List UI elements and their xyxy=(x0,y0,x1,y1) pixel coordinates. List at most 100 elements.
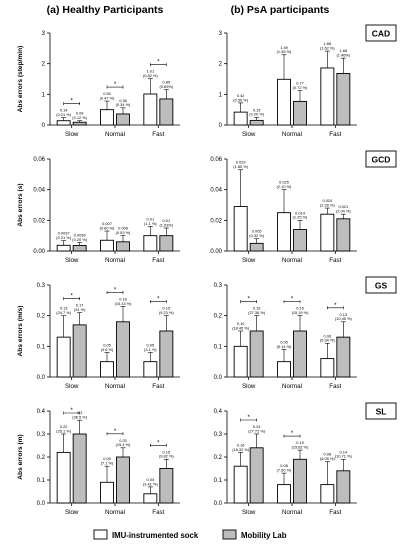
data-label-line: (15.13 %) xyxy=(115,301,133,306)
data-label-line: (3.1 %) xyxy=(144,347,157,352)
bar-lab xyxy=(249,330,264,378)
data-label-lab: 0.17 (31 %) xyxy=(74,303,86,312)
data-label-line: 0.85 xyxy=(163,80,171,85)
bar-sock xyxy=(143,93,158,126)
data-label-line: (6.05 %) xyxy=(320,456,335,461)
bar-sock xyxy=(100,239,114,252)
data-label-line: 0.08 xyxy=(280,463,288,468)
x-tick-label: Normal xyxy=(282,509,302,516)
data-label-line: (0.69%) xyxy=(160,84,174,89)
bar-sock xyxy=(277,212,291,252)
bar-sock xyxy=(320,213,335,252)
bar-sock xyxy=(56,336,71,378)
bar-sock xyxy=(100,361,114,378)
significance-star: * xyxy=(247,297,250,303)
data-label-sock: 1.01 (0.82 %) xyxy=(143,69,158,78)
data-label-line: 0.77 xyxy=(296,81,304,86)
y-tick-label: 0.2 xyxy=(214,314,223,320)
y-axis-label: Abs errors (m/s) xyxy=(17,306,24,357)
data-label-sock: 0.04 (3.41 %) xyxy=(143,477,158,486)
bar-sock xyxy=(143,361,158,378)
x-tick-label: Fast xyxy=(152,383,164,390)
data-label-line: 0.14 xyxy=(340,449,348,454)
chart-panel-a-3: 0.0 0.1 0.2 0.3 Abs errors (m/s) Slow 0.13 (24.… xyxy=(17,283,180,390)
bar-sock xyxy=(233,465,248,504)
bar-lab xyxy=(336,470,351,504)
data-label-line: 0.50 xyxy=(103,91,111,96)
bar-lab xyxy=(72,245,87,252)
data-label-line: 0.06 xyxy=(324,333,332,338)
data-label-sock: 0.22 (25.1 %) xyxy=(56,424,71,433)
data-label-line: (36.5 %) xyxy=(72,415,87,420)
data-label-sock: 0.01 (1.1 %) xyxy=(144,216,157,225)
data-label-line: (10.71 %) xyxy=(335,454,353,459)
data-label-sock: 0.08 (6.05 %) xyxy=(320,452,335,461)
data-label-line: (15.4 %) xyxy=(116,442,131,447)
data-label-line: (31 %) xyxy=(74,307,86,312)
data-label-lab: 0.85 (0.69%) xyxy=(160,80,174,89)
bar-lab xyxy=(159,98,174,126)
bar-lab xyxy=(293,330,307,378)
y-axis-label: Abs errors (step/min) xyxy=(17,46,24,113)
data-label-line: 1.01 xyxy=(147,69,155,74)
data-label-line: (0.55 %) xyxy=(233,97,248,102)
significance-star: * xyxy=(114,287,117,293)
data-label-lab: 0.36 (0.34 %) xyxy=(116,98,131,107)
row-label-box xyxy=(365,402,397,420)
x-tick-label: Normal xyxy=(105,509,125,516)
data-label-sock: 0.08 (7.60 %) xyxy=(277,463,292,472)
significance-star: * xyxy=(70,294,73,300)
bar-lab xyxy=(72,324,87,378)
data-label-lab: 0.09 (0.12 %) xyxy=(72,111,87,120)
y-tick-label: 0.2 xyxy=(37,314,46,320)
data-label-line: 0.05 xyxy=(147,342,155,347)
bar-lab xyxy=(336,336,351,378)
significance-star: * xyxy=(157,60,160,66)
x-tick-label: Normal xyxy=(282,383,302,390)
data-label-lab: 0.01 (1.03%) xyxy=(160,218,174,227)
data-label-line: (3.41 %) xyxy=(143,481,158,486)
data-label-lab: 0.021 (2.04 %) xyxy=(336,204,351,213)
data-label-lab: 0.15 (9.82 %) xyxy=(159,449,174,458)
data-label-line: (0.60 %) xyxy=(100,225,115,230)
row-label: SL xyxy=(376,407,387,417)
x-tick-label: Normal xyxy=(105,383,125,390)
data-label-sock: 0.007 (0.60 %) xyxy=(100,221,115,230)
data-label-sock: 1.49 (1.45 %) xyxy=(277,45,292,54)
x-tick-label: Normal xyxy=(105,131,125,138)
y-tick-label: 0 xyxy=(42,123,46,129)
significance-star: * xyxy=(70,99,73,105)
chart-panel-a-2: 0.00 0.02 0.04 0.06 Abs errors (s) Slow 0.0037… xyxy=(17,157,180,264)
data-label-lab: 0.15 (15.19 %) xyxy=(292,306,310,315)
y-tick-label: 0.3 xyxy=(214,432,223,438)
y-axis-label: Abs errors (m) xyxy=(17,434,24,479)
chart-panel-a-1: 0 1 2 3 Abs errors (step/min) Slow 0.14 (0.21 %… xyxy=(17,31,180,138)
data-label-sock: 0.42 (0.55 %) xyxy=(233,93,248,102)
x-tick-label: Fast xyxy=(152,257,164,264)
bar-lab xyxy=(249,447,264,504)
data-label-sock: 0.09 (7.1 %) xyxy=(101,456,114,465)
y-tick-label: 0.1 xyxy=(214,344,223,350)
data-label-lab: 0.014 (1.25 %) xyxy=(293,210,308,219)
data-label-line: 0.007 xyxy=(102,221,112,226)
bar-lab xyxy=(159,330,174,378)
bar-sock xyxy=(277,78,291,126)
bar-sock xyxy=(56,244,71,252)
data-label-sock: 0.025 (2.10 %) xyxy=(277,180,292,189)
x-tick-label: Slow xyxy=(242,383,256,390)
y-tick-label: 0.3 xyxy=(37,283,46,289)
data-label-line: 0.006 xyxy=(118,226,128,231)
row-label-box xyxy=(365,276,397,294)
data-label-lab: 0.006 (0.53 %) xyxy=(116,226,131,235)
data-label-line: (2.10 %) xyxy=(277,184,292,189)
row-label-box xyxy=(365,150,397,168)
row-label: GCD xyxy=(372,155,391,165)
data-label-line: 0.17 xyxy=(76,303,84,308)
data-label-lab: 0.005 (0.32 %) xyxy=(249,229,264,238)
y-tick-label: 0.3 xyxy=(214,283,223,289)
data-label-line: 0.0036 xyxy=(74,232,86,237)
data-label-line: 0.09 xyxy=(76,111,84,116)
data-label-line: (2.28 %) xyxy=(320,202,335,207)
data-label-lab: 0.24 (27.72 %) xyxy=(248,424,266,433)
